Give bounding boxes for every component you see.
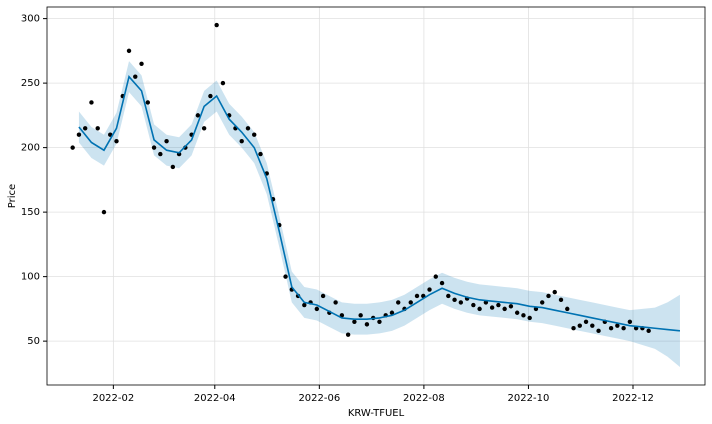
- observed-point: [427, 287, 432, 292]
- observed-point: [521, 313, 526, 318]
- observed-point: [540, 300, 545, 305]
- observed-point: [151, 145, 157, 150]
- observed-point: [477, 306, 482, 312]
- observed-point: [170, 164, 176, 170]
- x-axis-label: KRW-TFUEL: [348, 408, 405, 419]
- x-tick-label: 2022-06: [298, 393, 340, 404]
- observed-point: [158, 151, 163, 157]
- observed-point: [433, 274, 438, 279]
- x-tick-label: 2022-08: [403, 393, 445, 404]
- observed-point: [320, 293, 326, 299]
- observed-point: [446, 293, 451, 299]
- observed-point: [95, 126, 100, 131]
- observed-point: [496, 302, 501, 308]
- observed-point: [258, 151, 263, 157]
- plot-frame: [46, 6, 706, 386]
- observed-point: [514, 310, 520, 315]
- observed-point: [89, 100, 94, 105]
- observed-point: [220, 80, 226, 86]
- observed-point: [252, 132, 257, 137]
- observed-point: [239, 138, 244, 144]
- observed-point: [546, 293, 551, 299]
- observed-point: [583, 319, 589, 324]
- observed-point: [82, 126, 88, 131]
- observed-point: [358, 313, 363, 318]
- observed-point: [439, 280, 445, 286]
- observed-point: [646, 328, 651, 334]
- x-tick-label: 2022-12: [612, 393, 654, 404]
- observed-point: [101, 209, 107, 215]
- observed-point: [414, 293, 420, 299]
- observed-point: [345, 332, 351, 337]
- observed-point: [502, 306, 507, 312]
- observed-point: [333, 300, 338, 305]
- observed-point: [596, 328, 601, 334]
- y-tick-label: 100: [21, 272, 40, 283]
- observed-point: [302, 302, 307, 308]
- observed-point: [145, 100, 150, 105]
- observed-point: [396, 300, 401, 305]
- observed-point: [139, 61, 144, 66]
- observed-point: [471, 302, 476, 308]
- observed-point: [245, 126, 251, 131]
- observed-point: [608, 326, 614, 331]
- observed-point: [339, 313, 345, 318]
- x-tick-label: 2022-10: [508, 393, 550, 404]
- observed-point: [508, 304, 514, 309]
- observed-point: [352, 319, 357, 324]
- observed-point: [565, 306, 570, 312]
- observed-point: [364, 322, 370, 327]
- y-tick-label: 50: [27, 336, 40, 347]
- observed-point: [577, 323, 582, 328]
- observed-point: [377, 319, 382, 324]
- y-tick-label: 250: [21, 78, 40, 89]
- observed-point: [133, 74, 138, 79]
- y-tick-label: 300: [21, 14, 40, 25]
- observed-point: [201, 126, 207, 131]
- observed-point: [489, 305, 495, 310]
- y-axis-label: Price: [7, 184, 18, 208]
- observed-point: [627, 319, 633, 324]
- observed-point: [527, 315, 532, 321]
- observed-point: [590, 323, 595, 328]
- observed-point: [195, 113, 201, 118]
- observed-point: [452, 297, 457, 303]
- observed-point: [208, 93, 213, 99]
- observed-point: [126, 48, 132, 54]
- uncertainty-band: [78, 61, 680, 367]
- observed-point: [389, 310, 395, 315]
- observed-point: [114, 138, 119, 144]
- observed-point: [458, 300, 464, 305]
- observed-point: [70, 145, 75, 150]
- x-tick-label: 2022-04: [194, 393, 236, 404]
- observed-point: [408, 300, 413, 305]
- y-tick-label: 150: [21, 207, 40, 218]
- y-tick-label: 200: [21, 143, 40, 154]
- observed-point: [552, 289, 557, 295]
- observed-point: [615, 323, 620, 328]
- observed-point: [283, 274, 288, 279]
- x-tick-label: 2022-02: [92, 393, 134, 404]
- observed-point: [164, 138, 169, 144]
- observed-point: [621, 326, 626, 331]
- forecast-line: [78, 74, 681, 332]
- observed-point: [214, 22, 219, 28]
- observed-point: [571, 326, 576, 331]
- observed-point: [558, 297, 564, 303]
- observed-point: [76, 132, 82, 137]
- observed-point: [314, 306, 320, 312]
